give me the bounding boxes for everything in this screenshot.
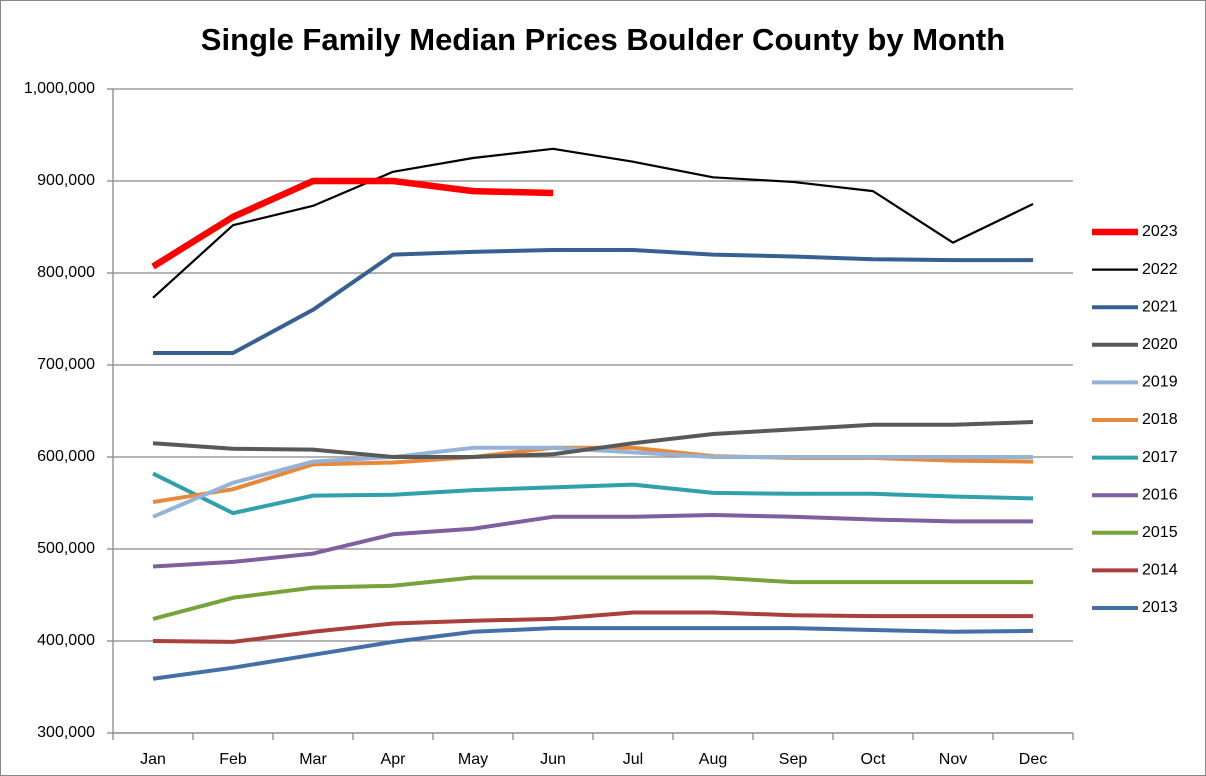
series-line [152,420,1034,459]
legend-label: 2021 [1142,298,1178,315]
y-tick-label: 1,000,000 [24,80,95,97]
x-tick-label: Feb [219,751,247,768]
y-tick-label: 600,000 [37,448,95,465]
y-tick-label: 900,000 [37,172,95,189]
x-tick-label: Mar [299,751,327,768]
series-line [151,177,554,270]
legend-label: 2013 [1142,599,1178,616]
legend-label: 2018 [1142,411,1178,428]
x-tick-label: Jan [140,751,166,768]
legend-label: 2020 [1142,336,1178,353]
legend-label: 2014 [1142,562,1178,579]
y-tick-label: 800,000 [37,264,95,281]
legend-label: 2023 [1142,223,1178,240]
x-tick-label: Oct [861,751,886,768]
x-tick-label: Sep [779,751,808,768]
legend-label: 2017 [1142,449,1178,466]
series-line [153,248,1033,356]
legend-label: 2019 [1142,374,1178,391]
series-line [152,512,1033,569]
series-line [152,626,1034,681]
legend-label: 2016 [1142,486,1178,503]
x-tick-label: Aug [699,751,727,768]
series-line [152,575,1033,621]
y-tick-label: 500,000 [37,540,95,557]
chart-title: Single Family Median Prices Boulder Coun… [201,22,1005,57]
series-line [152,471,1034,516]
x-tick-label: Nov [939,751,967,768]
y-tick-label: 300,000 [37,724,95,741]
legend-label: 2022 [1142,261,1178,278]
x-tick-label: Apr [381,751,407,768]
series-line [152,147,1034,299]
series-line [152,610,1033,644]
x-tick-label: Jun [540,751,566,768]
x-tick-label: Dec [1019,751,1047,768]
legend-label: 2015 [1142,524,1178,541]
x-tick-label: May [458,751,488,768]
x-tick-label: Jul [623,751,643,768]
y-tick-label: 400,000 [37,632,95,649]
y-tick-label: 700,000 [37,356,95,373]
